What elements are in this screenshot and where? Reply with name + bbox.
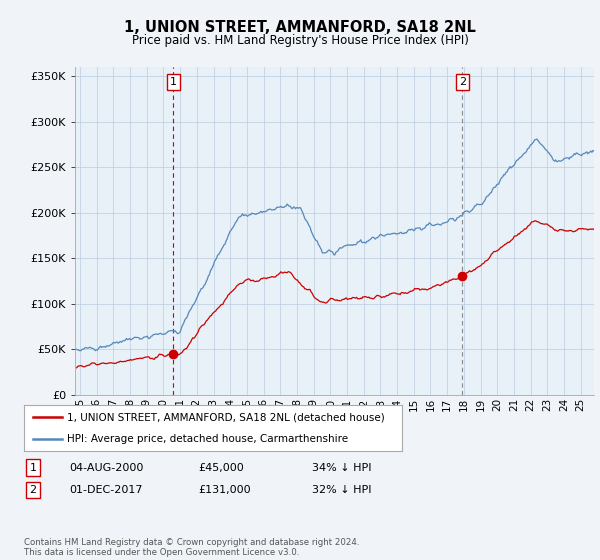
Text: £131,000: £131,000	[198, 485, 251, 495]
Text: Contains HM Land Registry data © Crown copyright and database right 2024.
This d: Contains HM Land Registry data © Crown c…	[24, 538, 359, 557]
Text: 2: 2	[459, 77, 466, 87]
Text: 1: 1	[29, 463, 37, 473]
Text: Price paid vs. HM Land Registry's House Price Index (HPI): Price paid vs. HM Land Registry's House …	[131, 34, 469, 46]
Text: 1: 1	[170, 77, 177, 87]
Text: 1, UNION STREET, AMMANFORD, SA18 2NL (detached house): 1, UNION STREET, AMMANFORD, SA18 2NL (de…	[67, 412, 385, 422]
Text: £45,000: £45,000	[198, 463, 244, 473]
Text: 1, UNION STREET, AMMANFORD, SA18 2NL: 1, UNION STREET, AMMANFORD, SA18 2NL	[124, 20, 476, 35]
Text: 04-AUG-2000: 04-AUG-2000	[69, 463, 143, 473]
Text: 01-DEC-2017: 01-DEC-2017	[69, 485, 143, 495]
Text: 2: 2	[29, 485, 37, 495]
Text: HPI: Average price, detached house, Carmarthenshire: HPI: Average price, detached house, Carm…	[67, 435, 349, 444]
Text: 32% ↓ HPI: 32% ↓ HPI	[312, 485, 371, 495]
Text: 34% ↓ HPI: 34% ↓ HPI	[312, 463, 371, 473]
